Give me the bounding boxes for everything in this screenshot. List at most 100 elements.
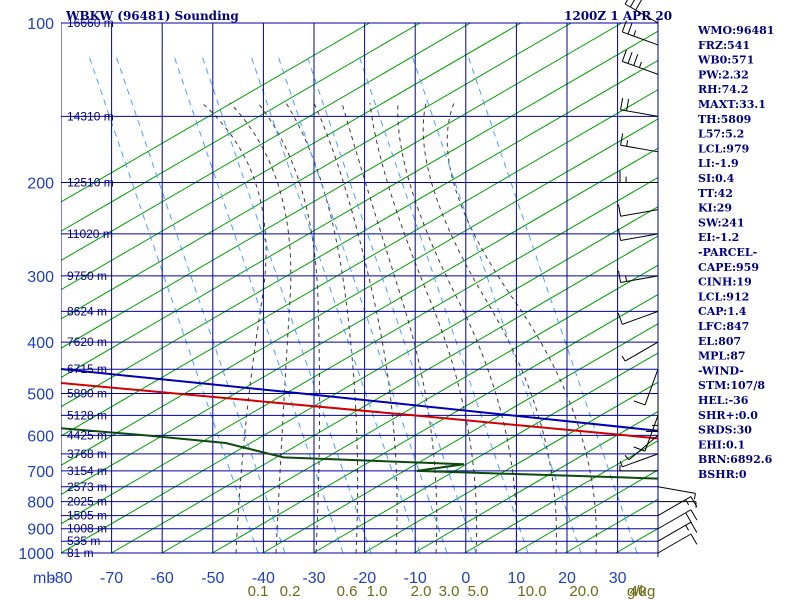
height-label: 535 m — [67, 534, 100, 548]
mixing-ratio-tick-label: 1.0 — [367, 583, 388, 600]
wind-barbs — [617, 0, 698, 554]
index-item: CAP:1.4 — [698, 305, 747, 318]
index-item: SRDS:30 — [698, 424, 752, 437]
moist-adiabat-line — [341, 102, 438, 553]
pressure-tick-label: 700 — [27, 464, 54, 481]
mixing-ratio-tick-label: 2.0 — [411, 583, 432, 600]
wind-barb — [620, 97, 659, 117]
height-label: 1008 m — [67, 522, 107, 536]
mixing-ratio-tick-label: 3.0 — [439, 583, 460, 600]
index-item: WMO:96481 — [697, 24, 774, 37]
wind-barb — [624, 0, 659, 24]
pressure-tick-label: 600 — [27, 428, 54, 445]
mixing-ratio-unit: g/kg — [627, 583, 655, 600]
pressure-tick-label: 100 — [27, 16, 54, 33]
sounding-traces — [61, 368, 658, 480]
mixing-ratio-tick-label: 0.1 — [248, 583, 269, 600]
mixing-ratio-tick-label: 0.2 — [280, 583, 301, 600]
pressure-tick-label: 400 — [27, 335, 54, 352]
dry-adiabats — [61, 23, 658, 553]
mixing-ratio-tick-label: 5.0 — [468, 583, 489, 600]
pressure-axis-label: mb — [33, 570, 55, 587]
mixing-ratio-tick-label: 10.0 — [517, 583, 546, 600]
temperature-tick-label: -30 — [302, 570, 325, 587]
temperature-tick-label: -80 — [49, 570, 72, 587]
moist-adiabat-line — [397, 102, 517, 553]
wind-barb — [619, 453, 659, 468]
index-item: RH:74.2 — [698, 83, 748, 96]
height-label: 16660 m — [67, 16, 114, 30]
wind-barb — [657, 496, 698, 517]
dry-adiabat-line — [61, 147, 658, 496]
dry-adiabat-line — [61, 23, 421, 232]
mixing-ratio-line — [357, 52, 529, 553]
index-item: CAPE:959 — [698, 261, 759, 274]
wind-barb — [657, 521, 698, 542]
dry-adiabat-line — [464, 440, 658, 553]
mixing-ratio-line — [200, 52, 372, 553]
index-item: L57:5.2 — [698, 128, 744, 141]
index-item: FRZ:541 — [698, 39, 750, 52]
wind-barb — [657, 533, 698, 554]
height-label: 81 m — [67, 546, 94, 560]
mixing-ratio-line — [114, 52, 286, 553]
dry-adiabat-line — [61, 23, 623, 349]
wind-barb — [617, 310, 659, 325]
pressure-tick-label: 800 — [27, 495, 54, 512]
mixing-ratio-line — [249, 52, 421, 553]
index-item: EL:807 — [698, 335, 741, 348]
wind-barb — [624, 435, 659, 461]
height-label: 5890 m — [67, 386, 107, 400]
index-item: CINH:19 — [698, 276, 752, 289]
index-item: -WIND- — [698, 364, 744, 377]
temperature-trace — [61, 381, 658, 440]
index-item: EI:-1.2 — [698, 231, 739, 244]
wind-barb — [619, 170, 658, 184]
dry-adiabat-line — [61, 23, 522, 291]
index-item: LCL:979 — [698, 142, 749, 155]
height-label: 7620 m — [67, 335, 107, 349]
temperature-tick-label: -10 — [404, 570, 427, 587]
mixing-ratio-line — [305, 52, 477, 553]
index-item: BRN:6892.6 — [698, 453, 773, 466]
index-item: TH:5809 — [698, 113, 751, 126]
mixing-ratio-lines — [87, 52, 638, 553]
temperature-tick-label: -70 — [100, 570, 123, 587]
height-label: 5128 m — [67, 408, 107, 422]
index-item: SW:241 — [698, 216, 745, 229]
index-item: HEL:-36 — [698, 394, 749, 407]
height-label: 2573 m — [67, 480, 107, 494]
moist-adiabat-line — [201, 102, 267, 553]
height-label: 1505 m — [67, 509, 107, 523]
index-item: WB0:571 — [697, 54, 754, 67]
dry-adiabat-line — [61, 89, 658, 437]
height-label: 9750 m — [67, 269, 107, 283]
index-item: MPL:87 — [698, 350, 746, 363]
dry-adiabat-line — [61, 206, 658, 553]
temperature-tick-label: 10 — [508, 570, 526, 587]
temperature-tick-label: -60 — [151, 570, 174, 587]
dry-adiabat-line — [61, 118, 658, 466]
index-item: KI:29 — [698, 202, 732, 215]
pressure-tick-label: 500 — [27, 386, 54, 403]
height-label: 11020 m — [67, 227, 113, 241]
moist-adiabat-line — [313, 102, 398, 553]
mixing-ratio-line — [410, 52, 582, 553]
isobars — [61, 20, 659, 557]
wind-barb — [618, 228, 659, 241]
parcel-trace — [61, 368, 658, 432]
dry-adiabat-line — [61, 176, 658, 525]
height-label: 6715 m — [67, 362, 107, 376]
wind-barb — [618, 204, 659, 217]
height-label: 12510 m — [67, 176, 114, 190]
height-label: 14310 m — [67, 109, 114, 123]
wind-barb — [621, 341, 659, 362]
temperature-tick-label: -40 — [252, 570, 275, 587]
wind-barb — [657, 509, 698, 530]
isotherms — [61, 23, 619, 553]
pressure-tick-label: 900 — [27, 522, 54, 539]
dry-adiabat-line — [61, 59, 658, 408]
mixing-ratio-line — [276, 52, 448, 553]
wind-barb — [657, 486, 696, 500]
